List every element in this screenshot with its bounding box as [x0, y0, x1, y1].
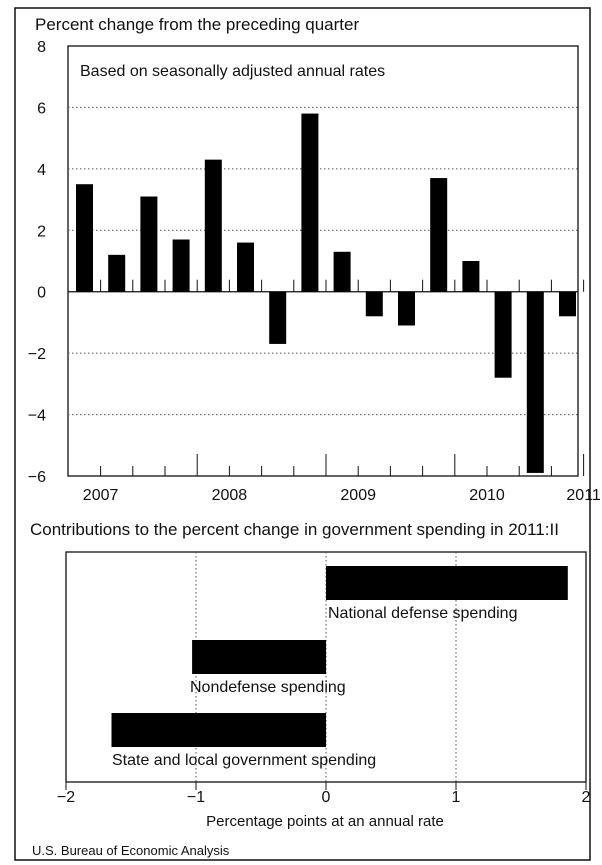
- top-year-label: 2009: [340, 487, 376, 504]
- bottom-bar-label: State and local government spending: [112, 752, 376, 769]
- top-bar: [333, 251, 351, 292]
- top-bar: [76, 184, 93, 292]
- top-y-tick-label: 4: [37, 162, 46, 179]
- bottom-bar: [111, 713, 326, 747]
- top-bar: [108, 254, 126, 292]
- top-chart-annotation: Based on seasonally adjusted annual rate…: [80, 63, 385, 80]
- top-bar: [269, 291, 287, 344]
- source-credit: U.S. Bureau of Economic Analysis: [32, 843, 230, 858]
- bottom-bar-label: Nondefense spending: [190, 679, 346, 696]
- top-bar: [559, 291, 576, 317]
- top-bar: [140, 196, 158, 292]
- bottom-bar: [192, 640, 326, 674]
- top-chart-plot-area: [67, 45, 579, 477]
- bottom-x-tick-label: 1: [452, 789, 461, 806]
- top-year-label: 2008: [212, 487, 248, 504]
- top-year-label: 2011: [566, 487, 601, 504]
- bottom-bar-label: National defense spending: [328, 605, 517, 622]
- top-bar: [462, 261, 480, 292]
- top-bar: [365, 291, 383, 317]
- top-year-label: 2010: [469, 487, 505, 504]
- top-bar: [172, 239, 190, 292]
- top-year-label: 2007: [83, 487, 119, 504]
- top-bar: [398, 291, 415, 326]
- bottom-x-tick-label: −2: [57, 789, 75, 806]
- top-y-tick-label: −6: [28, 469, 46, 486]
- top-bar: [430, 178, 448, 292]
- top-y-tick-label: 0: [37, 285, 46, 302]
- bottom-x-tick-label: 2: [582, 789, 591, 806]
- bottom-chart-heading: Contributions to the percent change in g…: [30, 520, 559, 539]
- bottom-bar: [326, 566, 568, 600]
- top-bar: [526, 291, 544, 473]
- bottom-chart-bars: National defense spending Nondefense spen…: [111, 566, 568, 769]
- top-bar: [494, 291, 512, 378]
- top-y-tick-label: −2: [28, 346, 46, 363]
- bottom-x-tick-label: 0: [322, 789, 331, 806]
- bottom-chart-x-axis: −2 −1 0 1 2: [57, 782, 591, 806]
- top-bar: [204, 159, 222, 292]
- top-y-tick-label: 6: [37, 100, 46, 117]
- top-y-tick-label: 8: [37, 39, 46, 56]
- top-chart-bars: [76, 113, 576, 473]
- top-chart-y-axis: 8 6 4 2 0 −2 −4 −6: [28, 39, 46, 486]
- top-bar: [237, 242, 254, 292]
- top-y-tick-label: −4: [28, 408, 46, 425]
- outer-frame: [14, 7, 591, 861]
- bottom-x-tick-label: −1: [187, 789, 205, 806]
- top-bar: [301, 113, 319, 292]
- top-chart-x-axis: 2007 2008 2009 2010 2011: [83, 454, 601, 504]
- top-y-tick-label: 2: [37, 223, 46, 240]
- bottom-chart-x-axis-title: Percentage points at an annual rate: [206, 813, 444, 830]
- top-chart-heading: Percent change from the preceding quarte…: [35, 15, 359, 34]
